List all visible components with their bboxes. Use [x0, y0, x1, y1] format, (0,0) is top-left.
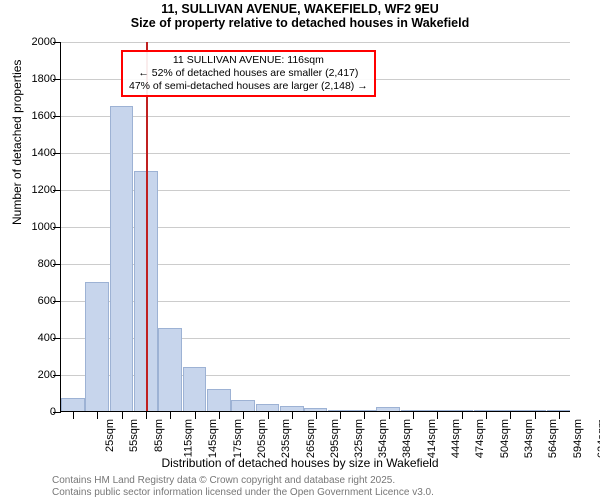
y-tick-label: 600 — [38, 295, 56, 307]
y-tick-label: 1800 — [32, 73, 56, 85]
x-tick — [195, 411, 196, 419]
x-tick-label: 474sqm — [474, 419, 486, 458]
x-tick-label: 295sqm — [329, 419, 341, 458]
y-tick-label: 800 — [38, 258, 56, 270]
x-tick — [243, 411, 244, 419]
x-tick — [268, 411, 269, 419]
x-axis-title: Distribution of detached houses by size … — [0, 456, 600, 470]
y-tick-label: 0 — [50, 406, 56, 418]
x-tick-label: 325sqm — [354, 419, 366, 458]
x-tick — [219, 411, 220, 419]
x-tick-label: 534sqm — [523, 419, 535, 458]
x-tick — [364, 411, 365, 419]
title-line-1: 11, SULLIVAN AVENUE, WAKEFIELD, WF2 9EU — [0, 2, 600, 16]
histogram-bar — [207, 389, 231, 411]
y-tick-label: 200 — [38, 369, 56, 381]
y-tick-label: 1600 — [32, 110, 56, 122]
annotation-line-1: 11 SULLIVAN AVENUE: 116sqm — [129, 54, 368, 67]
gridline — [61, 116, 570, 117]
histogram-bar — [158, 328, 182, 411]
histogram-bar — [110, 106, 134, 411]
histogram-bar — [231, 400, 255, 411]
x-tick — [316, 411, 317, 419]
x-tick — [122, 411, 123, 419]
x-tick — [389, 411, 390, 419]
x-tick-label: 25sqm — [104, 419, 116, 452]
x-tick-label: 205sqm — [256, 419, 268, 458]
histogram-bar — [61, 398, 85, 411]
histogram-bar — [256, 404, 280, 411]
x-tick — [292, 411, 293, 419]
x-tick-label: 145sqm — [208, 419, 220, 458]
x-tick — [73, 411, 74, 419]
x-tick-label: 594sqm — [572, 419, 584, 458]
y-axis-title: Number of detached properties — [10, 60, 24, 225]
x-tick — [413, 411, 414, 419]
x-tick — [510, 411, 511, 419]
x-tick-label: 414sqm — [426, 419, 438, 458]
x-tick — [486, 411, 487, 419]
x-tick-label: 354sqm — [377, 419, 389, 458]
title-line-2: Size of property relative to detached ho… — [0, 16, 600, 30]
x-tick — [170, 411, 171, 419]
annotation-box: 11 SULLIVAN AVENUE: 116sqm ← 52% of deta… — [121, 50, 376, 97]
annotation-line-3: 47% of semi-detached houses are larger (… — [129, 80, 368, 93]
y-tick-label: 1400 — [32, 147, 56, 159]
x-tick-label: 85sqm — [153, 419, 165, 452]
y-tick-label: 2000 — [32, 36, 56, 48]
x-tick-label: 55sqm — [129, 419, 141, 452]
chart-title-block: 11, SULLIVAN AVENUE, WAKEFIELD, WF2 9EU … — [0, 0, 600, 30]
plot-region: 25sqm55sqm85sqm115sqm145sqm175sqm205sqm2… — [60, 42, 570, 412]
x-tick — [462, 411, 463, 419]
x-tick-label: 265sqm — [305, 419, 317, 458]
gridline — [61, 153, 570, 154]
x-tick-label: 444sqm — [450, 419, 462, 458]
footer-credits: Contains HM Land Registry data © Crown c… — [52, 475, 434, 498]
x-tick-label: 564sqm — [547, 419, 559, 458]
x-tick — [559, 411, 560, 419]
x-tick-label: 384sqm — [401, 419, 413, 458]
x-tick — [340, 411, 341, 419]
footer-line-2: Contains public sector information licen… — [52, 487, 434, 499]
x-tick-label: 624sqm — [596, 419, 600, 458]
y-tick-label: 1000 — [32, 221, 56, 233]
histogram-bar — [85, 282, 109, 412]
footer-line-1: Contains HM Land Registry data © Crown c… — [52, 475, 434, 487]
x-tick-label: 504sqm — [499, 419, 511, 458]
x-tick — [146, 411, 147, 419]
x-tick-label: 115sqm — [182, 419, 194, 457]
x-tick — [535, 411, 536, 419]
gridline — [61, 42, 570, 43]
chart-area: 25sqm55sqm85sqm115sqm145sqm175sqm205sqm2… — [60, 42, 570, 412]
x-tick-label: 175sqm — [232, 419, 244, 458]
x-tick — [437, 411, 438, 419]
annotation-line-2: ← 52% of detached houses are smaller (2,… — [129, 67, 368, 80]
x-tick — [97, 411, 98, 419]
x-tick-label: 235sqm — [281, 419, 293, 458]
y-tick-label: 400 — [38, 332, 56, 344]
histogram-bar — [183, 367, 207, 411]
y-tick-label: 1200 — [32, 184, 56, 196]
